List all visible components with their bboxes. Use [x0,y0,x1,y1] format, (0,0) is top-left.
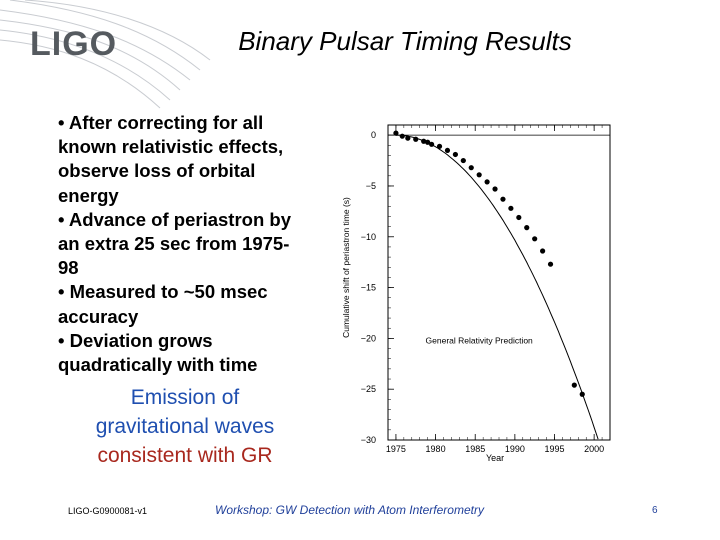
data-point [452,151,458,158]
data-point [405,135,411,141]
page-number: 6 [652,505,658,516]
bullet-line: • Advance of periastron by [58,208,291,230]
plot-frame [387,124,611,441]
bullet-line: • After correcting for all [58,112,264,133]
x-tick-label: 1990 [505,444,525,454]
document-id: LIGO-G0900081-v1 [68,506,148,516]
x-tick-label: 1975 [386,444,406,454]
emission-conclusion: Emission of gravitational waves consiste… [60,383,310,470]
data-point [579,391,585,397]
ligo-logo: LIGO [30,25,118,63]
data-point [436,143,443,149]
emission-line-3: consistent with GR [97,444,273,467]
bullet-line: known relativistic effects, [58,136,284,158]
data-point [484,179,490,185]
gr-prediction-curve [395,134,599,440]
x-axis-label: Year [486,453,504,463]
y-tick-label: −20 [361,333,376,343]
bullet-line: energy [58,184,119,206]
x-tick-label: 2000 [584,444,604,454]
x-tick-label: 1985 [465,444,485,454]
y-tick-label: −5 [366,181,376,191]
y-tick-label: −15 [361,283,376,293]
data-point [460,157,466,164]
bullet-line: accuracy [58,305,139,327]
data-point [413,136,419,142]
bullet-line: 98 [58,257,79,279]
data-point [516,214,522,221]
y-tick-label: −10 [361,232,376,242]
emission-line-1: Emission of [130,386,240,409]
y-tick-label: −25 [361,384,376,394]
x-tick-label: 1995 [544,444,564,454]
data-point [444,147,451,154]
data-point [399,133,405,139]
periastron-shift-chart: 0 −5 −10 −15 −20 −25 −30 1975 1980 1985 1990 1995 2… [341,124,611,463]
data-point [524,225,530,231]
data-point [532,236,538,242]
y-tick-label: −30 [361,435,376,445]
data-point [508,205,514,211]
data-point [476,172,482,178]
data-point [547,261,554,267]
data-point [425,139,431,145]
header-swoosh-decoration [0,0,211,109]
slide-title: Binary Pulsar Timing Results [238,26,572,56]
bullet-list: • After correcting for all known relativ… [58,111,328,377]
curve-label: General Relativity Prediction [426,335,534,345]
workshop-name: Workshop: GW Detection with Atom Interfe… [215,503,484,517]
x-tick-label: 1980 [426,444,446,454]
data-point [429,141,435,147]
emission-line-2: gravitational waves [95,415,275,438]
bullet-line: • Deviation grows [58,329,213,351]
y-tick-label: 0 [371,130,376,140]
data-point [571,382,577,388]
bullet-line: quadratically with time [58,354,258,376]
bullet-line: • Measured to ~50 msec [58,281,268,303]
data-point [421,138,427,144]
data-point [468,165,474,171]
y-axis-label: Cumulative shift of periastron time (s) [341,197,351,338]
data-point [492,186,498,192]
bullet-line: an extra 25 sec from 1975- [58,233,290,255]
bullet-line: observe loss of orbital [58,160,256,182]
data-point [500,196,506,202]
data-point [540,248,546,254]
data-point [393,130,399,136]
